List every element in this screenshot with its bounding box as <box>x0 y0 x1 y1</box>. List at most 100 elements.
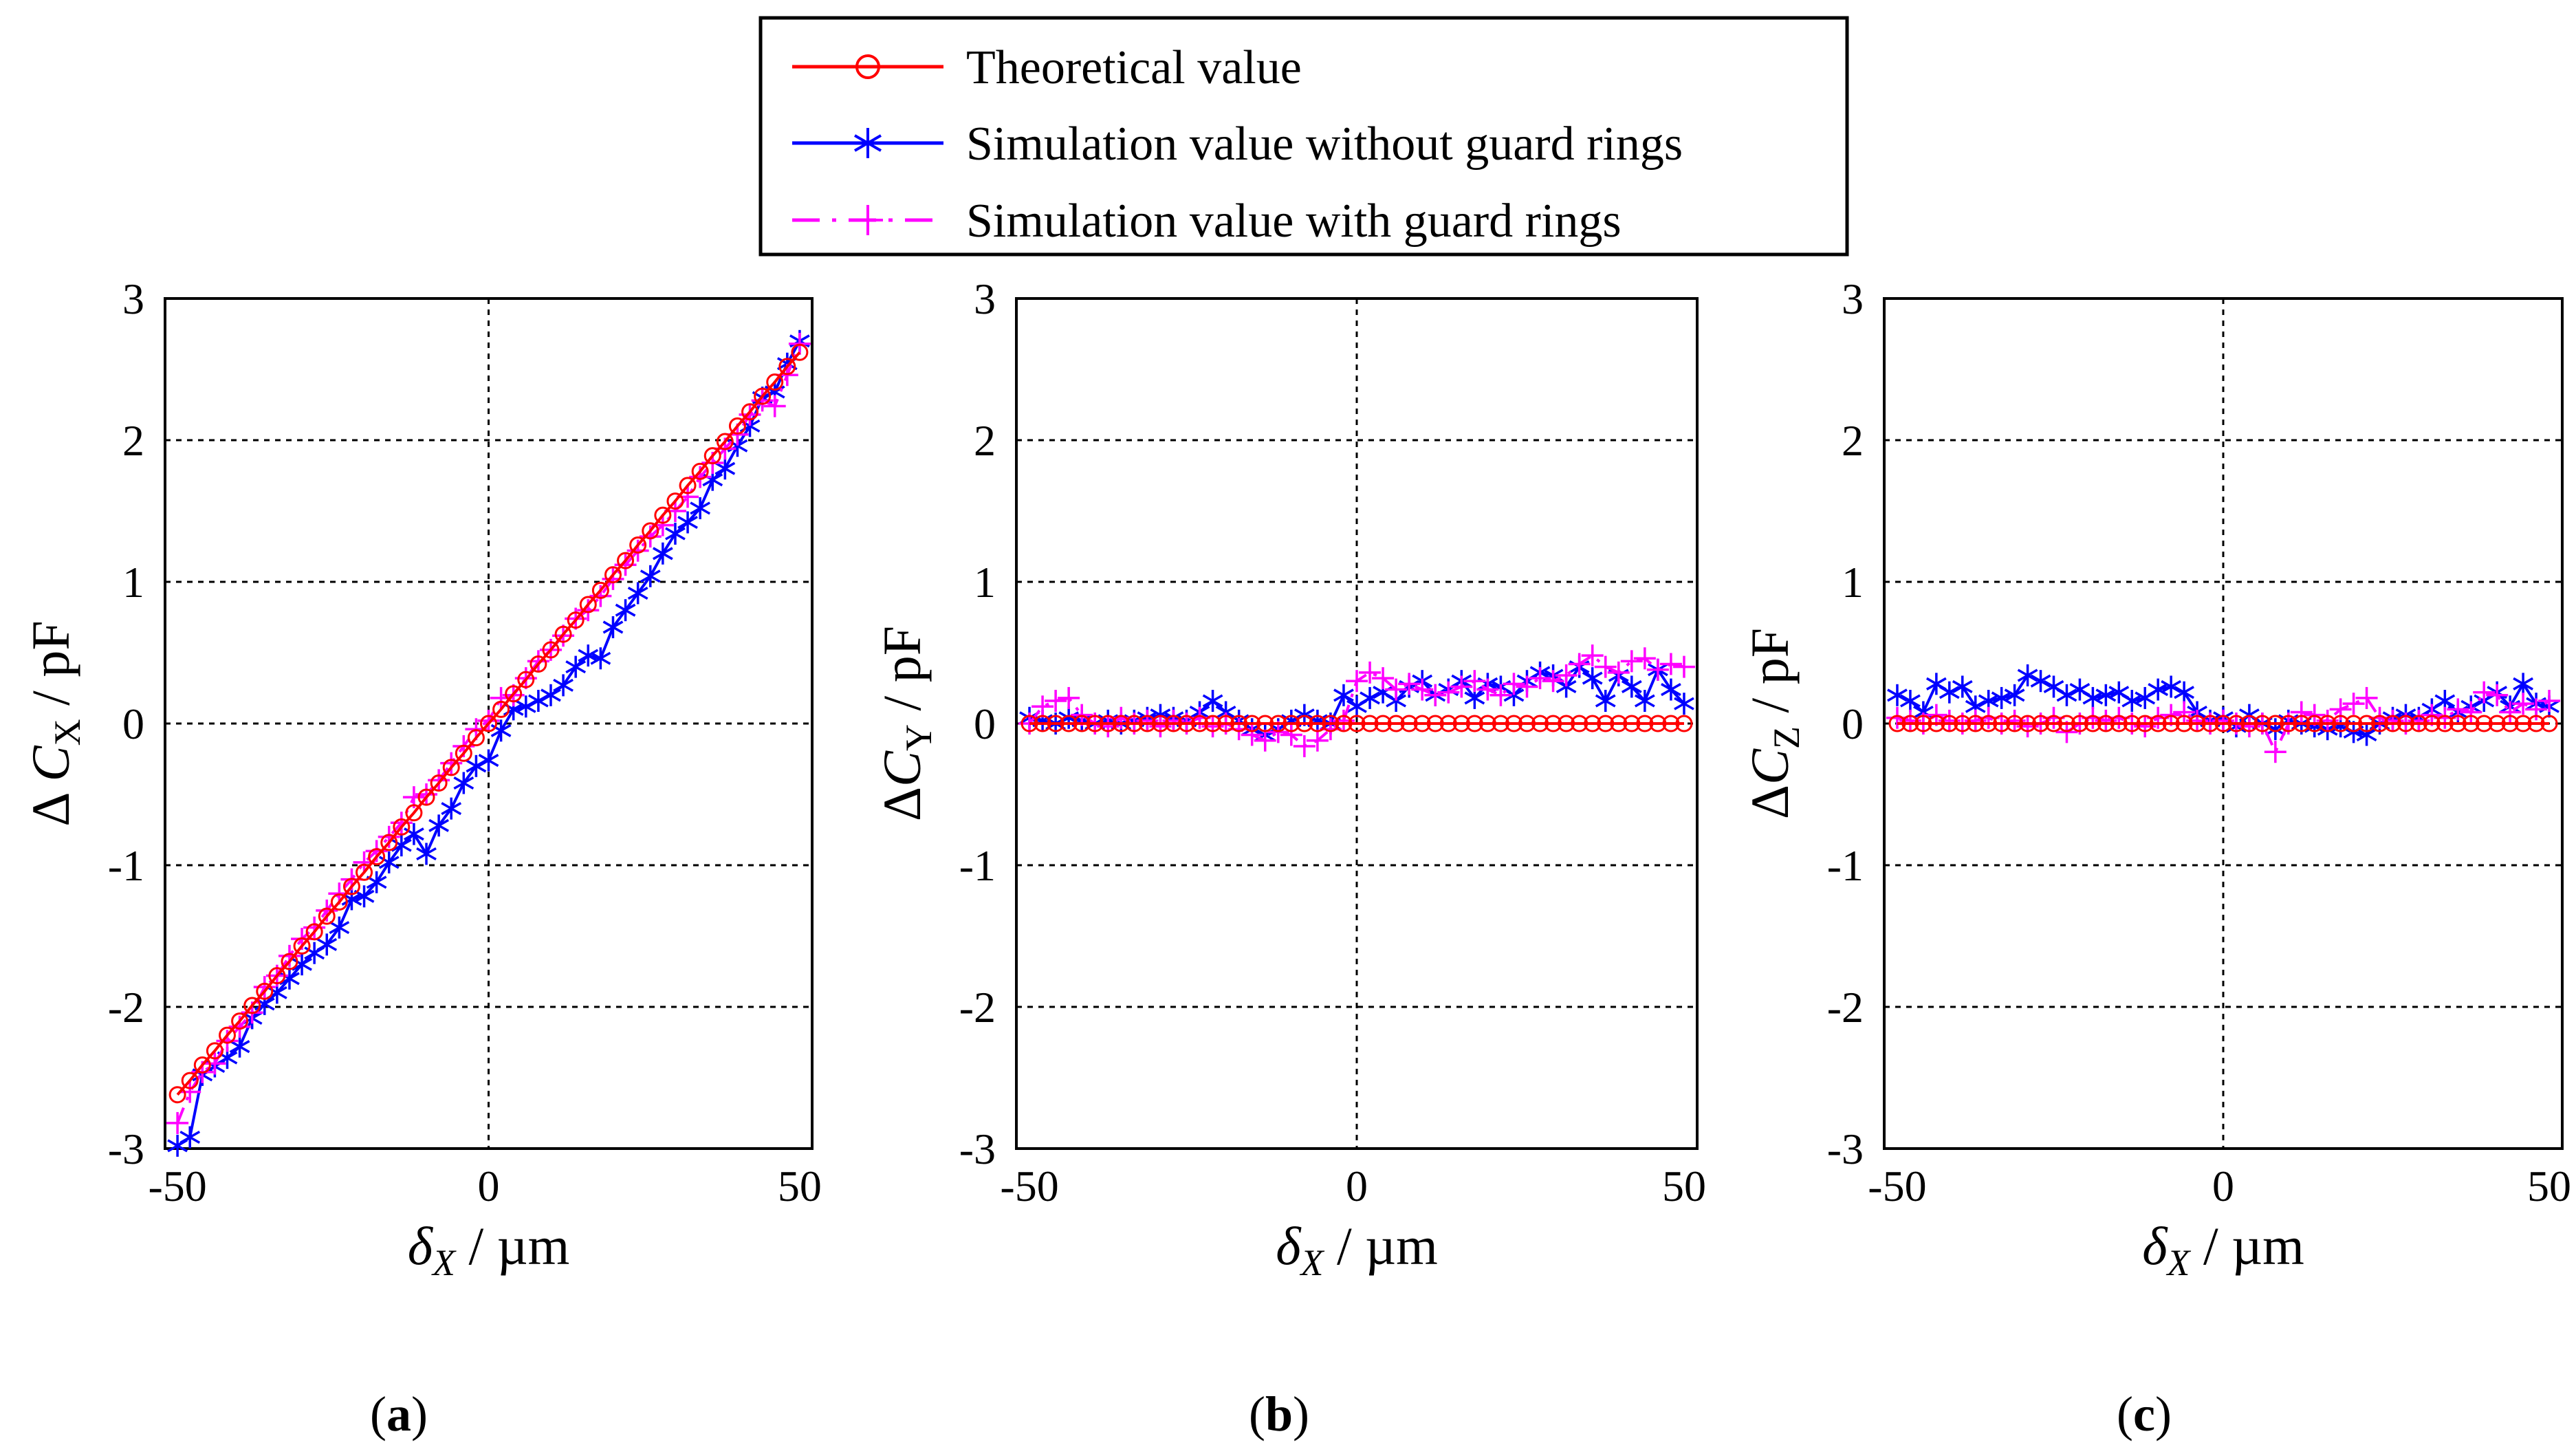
panel-a-circle-marker <box>442 759 460 776</box>
panel-b-plus-marker <box>1607 661 1630 684</box>
panel-b-circle-marker <box>1256 715 1274 732</box>
panel-c-ytick-label: 1 <box>1842 558 1864 607</box>
panel-b-plus-marker <box>1372 667 1395 690</box>
panel-b-circle-marker <box>1361 715 1379 732</box>
panel-b-y-axis-label: ΔCY / pF <box>872 626 939 821</box>
panel-c-circle-marker <box>2540 715 2558 732</box>
panel-a-ytick-label: -3 <box>108 1124 144 1173</box>
panel-c-circle-marker <box>1967 715 1985 732</box>
panel-c-star-marker <box>2148 678 2169 701</box>
panel-a-circle-marker <box>766 373 784 391</box>
panel-b-xtick-label: -50 <box>1000 1162 1058 1210</box>
panel-a-star-marker <box>292 953 312 976</box>
panel-c-circle-marker <box>2045 715 2062 732</box>
panel-a-star-marker <box>528 690 549 713</box>
panel-a-circle-marker <box>342 878 360 895</box>
panel-b-circle-marker <box>1099 715 1117 732</box>
panel-b-circle-marker <box>1452 715 1470 732</box>
panel-b-circle-marker <box>1164 715 1182 732</box>
panel-b-circle-marker <box>1400 715 1418 732</box>
panel-c-star-marker <box>2356 724 2377 746</box>
panel-a-circle-marker <box>305 923 323 941</box>
panel-a-circle-marker <box>517 671 535 688</box>
panel-b-circle-marker <box>1597 715 1615 732</box>
panel-b-plus-marker <box>1241 724 1263 746</box>
panel-c-circle-marker <box>2293 715 2311 732</box>
panel-a-star-marker <box>652 542 673 565</box>
panel-b-circle-marker <box>1230 715 1248 732</box>
panel-b-plus-marker <box>1385 678 1408 701</box>
panel-c-star-marker <box>1887 684 1908 706</box>
panel-b-circle-marker <box>1060 715 1078 732</box>
panel-c-circle-marker <box>2449 715 2467 732</box>
panel-c-circle-marker <box>2071 715 2088 732</box>
panel-a-star-marker <box>515 695 536 718</box>
panel-c-xtick-label: 0 <box>2212 1162 2234 1210</box>
panel-a-circle-marker <box>380 834 398 851</box>
panel-b-circle-marker <box>1020 715 1038 732</box>
panel-c-ytick-label: -1 <box>1827 841 1864 890</box>
panel-b: -3 -2 -1 0 1 2 3 -50 0 50 δX / µm ΔCY / pF <box>872 274 1706 1283</box>
panel-b-plus-marker <box>1633 647 1656 670</box>
panel-a-circle-marker <box>181 1072 199 1089</box>
legend: Theoretical value Simulation value witho… <box>758 16 1849 257</box>
panel-c-star-marker <box>2056 684 2077 706</box>
panel-c-circle-marker <box>1980 715 1998 732</box>
panel-b-ytick-label: 1 <box>974 558 996 607</box>
panel-b-star-marker <box>1360 686 1380 709</box>
panel-a-circle-marker <box>417 788 435 806</box>
panel-a-circle-marker <box>591 581 609 599</box>
panel-a-circle-marker <box>356 863 373 881</box>
panel-c-star-marker <box>1952 675 1973 698</box>
panel-b-star-marker <box>1674 693 1694 715</box>
panel-a-circle-marker <box>368 848 386 866</box>
panel-c-circle-marker <box>2097 715 2115 732</box>
panel-b-circle-marker <box>1518 715 1536 732</box>
panel-c-circle-marker <box>2214 715 2232 732</box>
panel-a-series-line-0 <box>176 351 801 1096</box>
panel-b-ytick-label: -2 <box>959 983 996 1032</box>
panel-c-star-marker <box>2174 681 2194 704</box>
panel-b-circle-marker <box>1610 715 1628 732</box>
panel-a-circle-marker <box>542 641 560 659</box>
panel-b-plus-marker <box>1032 695 1054 718</box>
panel-b-plus-marker <box>1476 678 1499 701</box>
panel-c-xtick-label: 50 <box>2527 1162 2571 1210</box>
panel-b-circle-marker <box>1492 715 1509 732</box>
panel-b-circle-marker <box>1086 715 1104 732</box>
panel-b-plus-marker <box>1542 670 1564 693</box>
panel-c-circle-marker <box>2084 715 2102 732</box>
panel-c-circle-marker <box>2332 715 2350 732</box>
panel-a-circle-marker <box>268 967 286 985</box>
panel-c-star-marker <box>2082 686 2104 709</box>
panel-c-circle-marker <box>1941 715 1958 732</box>
panel-b-circle-marker <box>1675 715 1693 732</box>
panel-a-star-marker <box>478 749 499 772</box>
panel-a-circle-marker <box>330 893 348 911</box>
panel-c-circle-marker <box>2488 715 2506 732</box>
legend-item-without-guard: Simulation value without guard rings <box>792 118 1683 171</box>
panel-c-plus-marker <box>2264 741 2286 763</box>
panel-b-plus-marker <box>1529 667 1551 690</box>
panel-c-circle-marker <box>2006 715 2024 732</box>
panel-c-star-marker <box>2095 684 2117 706</box>
panel-b-circle-marker <box>1439 715 1457 732</box>
panel-b-circle-marker <box>1204 715 1222 732</box>
panel-b-circle-marker <box>1558 715 1575 732</box>
panel-a-circle-marker <box>617 552 635 569</box>
panel-b-plus-marker <box>1659 653 1682 675</box>
panel-b-circle-marker <box>1112 715 1130 732</box>
panel-c-circle-marker <box>2436 715 2454 732</box>
panel-b-circle-marker <box>1478 715 1496 732</box>
panel-c-circle-marker <box>2032 715 2050 732</box>
panel-c-plus-marker <box>2512 693 2535 715</box>
panel-c-circle-marker <box>1993 715 2011 732</box>
panel-b-circle-marker <box>1243 715 1261 732</box>
panel-a-star-marker <box>167 1134 188 1157</box>
panel-a-circle-marker <box>405 804 423 822</box>
panel-a-xtick-label: 50 <box>778 1162 822 1210</box>
panel-c-star-marker <box>2069 678 2091 701</box>
panel-c-plus-marker <box>2173 701 2196 724</box>
panel-a-circle-marker <box>567 611 585 629</box>
panel-c-circle-marker <box>2345 715 2363 732</box>
